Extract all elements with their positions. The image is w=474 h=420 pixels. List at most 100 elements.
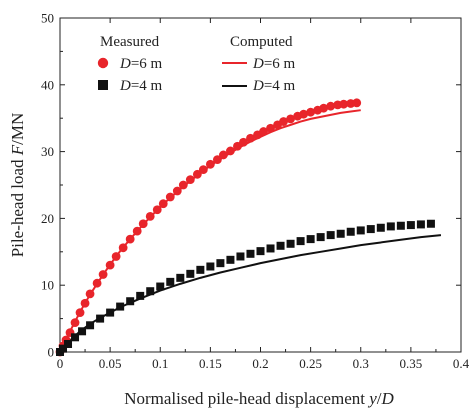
measured-point-d6 [212,155,222,165]
measured-point-d6 [339,99,349,109]
measured-point-d6 [306,107,316,117]
legend-computed-title: Computed [230,34,293,50]
measured-point-d4 [59,344,68,353]
y-tick-label: 0 [48,345,55,360]
measured-point-d4 [146,287,155,296]
measured-point-d6 [279,117,288,126]
measured-point-d4 [226,255,235,264]
x-tick-label: 0.25 [299,356,322,371]
x-tick-label: 0.4 [453,356,470,371]
measured-point-d6 [326,101,336,111]
measured-point-d4 [416,220,425,229]
measured-point-d6 [319,103,329,113]
measured-point-d4 [71,333,80,342]
measured-point-d4 [156,282,165,291]
measured-point-d6 [138,219,148,229]
measured-point-d6 [266,123,275,133]
measured-point-d4 [166,277,175,286]
legend-marker-measured-d6 [97,57,109,69]
measured-point-d6 [98,270,108,279]
legend-label-computed-d6: D=6 m [252,56,296,72]
y-tick-label: 20 [41,211,54,226]
measured-point-d4 [286,239,295,248]
measured-point-d4 [256,247,265,256]
legend-label-measured-d4: D=4 m [119,78,163,94]
measured-point-d4 [346,227,355,236]
measured-point-d4 [78,327,87,336]
series-layer [55,98,442,357]
x-tick-label: 0.35 [400,356,423,371]
measured-point-d4 [96,314,105,323]
measured-point-d6 [246,133,255,143]
measured-point-d6 [185,175,195,185]
measured-point-d4 [336,229,345,238]
axes: 0 0.05 0.1 0.15 0.2 0.25 0.3 0.35 0.4 0 10 20 30 40 50 [41,11,470,372]
measured-point-d4 [386,222,395,231]
measured-point-d4 [176,273,185,282]
measured-point-d6 [158,199,168,209]
measured-point-d4 [236,252,245,261]
legend-measured-title: Measured [100,34,160,50]
measured-point-d6 [299,109,309,119]
x-tick-label: 0 [57,356,64,371]
measured-point-d6 [192,169,202,179]
measured-point-d4 [396,221,405,230]
measured-point-d6 [352,98,362,108]
measured-point-d6 [205,159,215,169]
measured-point-d6 [152,205,162,215]
measured-point-d6 [172,186,182,196]
measured-point-d4 [426,219,435,228]
measured-point-d4 [376,223,385,232]
measured-point-d4 [64,339,73,348]
measured-point-d6 [145,211,155,221]
measured-point-d6 [165,192,175,202]
measured-point-d6 [226,146,235,156]
measured-point-d6 [75,308,85,317]
measured-point-d4 [136,291,145,300]
measured-point-d6 [259,127,268,136]
measured-point-d4 [86,321,95,330]
measured-point-d4 [126,297,135,306]
y-axis-label: Pile-head load F/MN [8,113,27,257]
measured-point-d6 [125,234,135,244]
measured-point-d4 [316,233,325,242]
measured-point-d6 [132,226,142,236]
measured-point-d6 [286,114,295,124]
measured-point-d6 [92,278,102,288]
x-tick-label: 0.1 [152,356,168,371]
x-tick-label: 0.3 [353,356,369,371]
measured-point-d4 [366,225,375,234]
legend-label-computed-d4: D=4 m [252,78,296,94]
legend: Measured Computed D=6 m D=4 m D=6 m D=4 … [97,34,296,94]
y-tick-label: 50 [41,11,54,26]
measured-point-d6 [118,243,128,253]
measured-point-d6 [111,252,121,261]
measured-point-d6 [178,180,188,190]
measured-point-d6 [70,318,80,328]
measured-point-d4 [106,308,115,317]
legend-marker-measured-d4 [98,80,108,90]
x-tick-label: 0.2 [252,356,268,371]
measured-point-d6 [105,260,115,270]
y-tick-label: 10 [41,278,54,293]
measured-point-d4 [356,226,365,235]
measured-point-d4 [216,259,225,268]
measured-point-d4 [196,265,205,274]
measured-point-d4 [276,241,285,250]
measured-point-d4 [306,235,315,244]
y-tick-label: 30 [41,144,54,159]
measured-point-d6 [198,165,208,175]
x-tick-label: 0.15 [199,356,222,371]
legend-label-measured-d6: D=6 m [119,56,163,72]
measured-point-d4 [296,237,305,246]
measured-point-d4 [116,302,125,311]
measured-point-d4 [206,262,215,271]
measured-point-d4 [266,244,275,253]
measured-point-d4 [326,231,335,240]
measured-point-d4 [406,221,415,230]
measured-point-d4 [246,249,255,258]
y-tick-label: 40 [41,77,54,92]
measured-point-d6 [80,298,90,308]
x-axis-label: Normalised pile-head displacement y/D [124,389,394,408]
